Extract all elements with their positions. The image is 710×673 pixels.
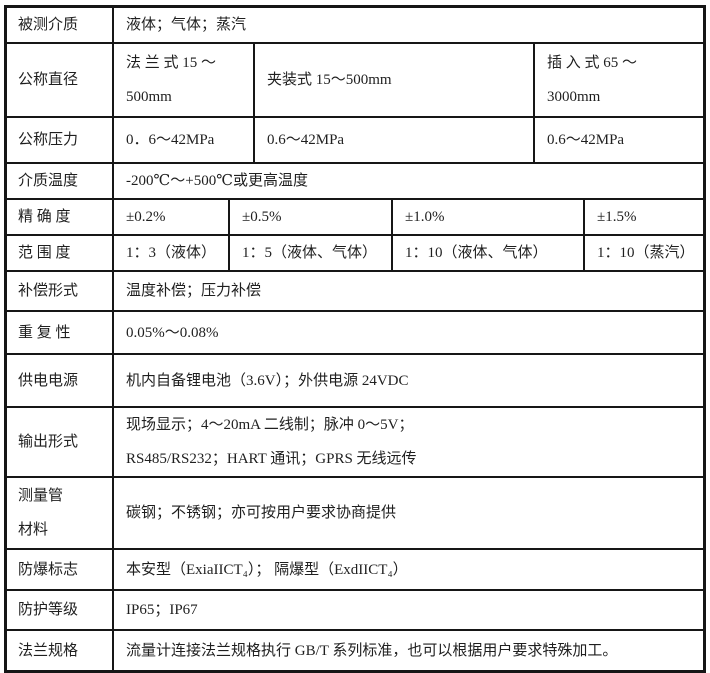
spec-value-cell: 法 兰 式 15 ～ 500mm [114,44,255,116]
spec-label-cell: 范 围 度 [7,236,114,270]
spec-value-cell: 本安型（ExiaIICT₄）； 隔爆型（ExdIICT₄） [126,561,408,578]
spec-value-cell: 1：10（蒸汽） [597,245,695,261]
spec-label-cell: 防爆标志 [7,550,114,589]
table-row: 补偿形式 温度补偿；压力补偿 [7,272,703,312]
spec-value-cell: IP65；IP67 [126,602,198,618]
table-row: 测量管 材料 碳钢；不锈钢；亦可按用户要求协商提供 [7,478,703,550]
spec-value-cell: 0.05%～0.08% [126,324,219,341]
table-row: 输出形式 现场显示；4～20mA 二线制；脉冲 0～5V； RS485/RS23… [7,408,703,478]
spec-value-cell: 插 入 式 65 ～ 3000mm [547,55,638,105]
table-row: 公称直径 法 兰 式 15 ～ 500mm 夹装式 15～500mm 插 入 式 6… [7,44,703,118]
spec-value-cell: 机内自备锂电池（3.6V）；外供电源 24VDC [126,372,409,389]
table-row: 法兰规格 流量计连接法兰规格执行 GB/T 系列标准，也可以根据用户要求特殊加工… [7,631,703,670]
spec-value-cell: 温度补偿；压力补偿 [126,283,262,299]
spec-value-cell: ±1.0% [393,200,585,234]
spec-value-cell: 流量计连接法兰规格执行 GB/T 系列标准，也可以根据用户要求特殊加工。 [126,642,618,659]
spec-value-cell: -200℃～+500℃或更高温度 [126,173,309,189]
spec-value-cell: ±0.5% [230,200,393,234]
spec-table: 被测介质 液体；气体；蒸汽 公称直径 法 兰 式 15 ～ 500mm 夹装式 1… [4,5,706,673]
table-row: 防爆标志 本安型（ExiaIICT₄）； 隔爆型（ExdIICT₄） [7,550,703,591]
spec-value-cell: 0.6～42MPa [255,118,535,162]
table-row: 精 确 度 ±0.2% ±0.5% ±1.0% ±1.5% [7,200,703,236]
spec-label-cell: 法兰规格 [7,631,114,670]
spec-label-cell: 被测介质 [7,8,114,42]
spec-value-cell: 0.6～42MPa [547,132,625,148]
spec-value-cell: 1：10（液体、气体） [393,236,585,270]
spec-label-cell: 精 确 度 [7,200,114,234]
table-row: 供电电源 机内自备锂电池（3.6V）；外供电源 24VDC [7,355,703,408]
table-row: 范 围 度 1：3（液体） 1：5（液体、气体） 1：10（液体、气体） 1：10（蒸… [7,236,703,272]
spec-value-cell: ±1.5% [597,209,637,225]
spec-value-cell: 1：3（液体） [114,236,230,270]
spec-label-cell: 输出形式 [7,408,114,476]
spec-label-cell: 测量管 材料 [7,478,114,548]
spec-value-cell: 现场显示；4～20mA 二线制；脉冲 0～5V； RS485/RS232；HAR… [126,417,417,467]
table-row: 公称压力 0．6～42MPa 0.6～42MPa 0.6～42MPa [7,118,703,164]
table-row: 被测介质 液体；气体；蒸汽 [7,8,703,44]
spec-value-cell: ±0.2% [114,200,230,234]
spec-value-cell: 1：5（液体、气体） [230,236,393,270]
spec-value-cell: 0．6～42MPa [114,118,255,162]
spec-label-cell: 供电电源 [7,355,114,406]
spec-label-cell: 公称直径 [7,44,114,116]
spec-label-cell: 介质温度 [7,164,114,198]
spec-value-cell: 液体；气体；蒸汽 [126,17,247,33]
spec-label-cell: 公称压力 [7,118,114,162]
spec-value-cell: 碳钢；不锈钢；亦可按用户要求协商提供 [126,505,397,521]
table-row: 重 复 性 0.05%～0.08% [7,312,703,355]
table-row: 防护等级 IP65；IP67 [7,591,703,631]
spec-value-cell: 夹装式 15～500mm [255,44,535,116]
table-row: 介质温度 -200℃～+500℃或更高温度 [7,164,703,200]
spec-label-cell: 重 复 性 [7,312,114,353]
spec-label-cell: 补偿形式 [7,272,114,310]
spec-label-cell: 防护等级 [7,591,114,629]
